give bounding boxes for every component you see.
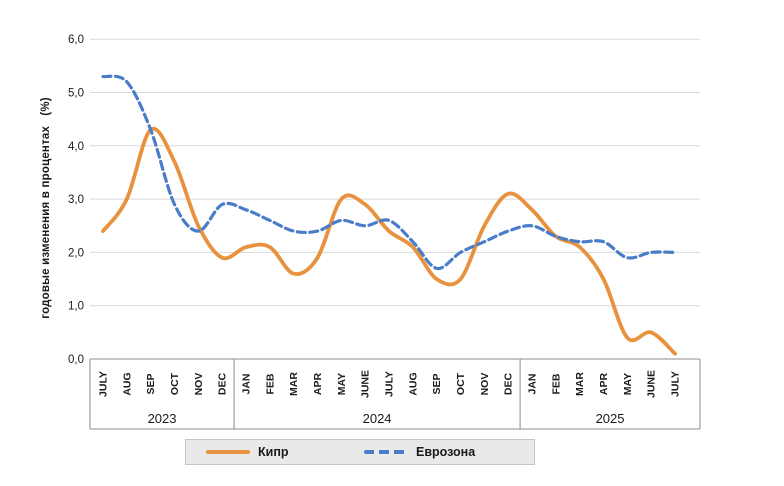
x-month-label: APR [312,372,324,395]
x-year-label: 2024 [363,411,392,426]
y-tick-label: 4,0 [68,141,84,153]
x-year-label: 2025 [596,411,625,426]
x-month-label: JUNE [360,370,372,398]
y-axis-title: годовые изменения в процентах (%) [40,97,52,319]
x-month-label: JULY [98,371,110,397]
cyprus-line-swatch [206,450,250,454]
x-month-label: SEP [145,373,157,394]
x-month-label: DEC [503,372,515,395]
eurozone-line [101,74,677,271]
legend-label-eurozone: Еврозона [416,445,476,459]
chart-legend: Кипр Еврозона [185,439,535,465]
x-month-label: FEB [550,373,562,394]
x-month-label: JULY [384,371,396,397]
x-month-label: AUG [407,372,419,395]
x-month-label: MAY [336,373,348,395]
y-tick-label: 2,0 [68,247,84,259]
x-month-label: JUNE [646,370,658,398]
x-month-label: MAR [288,372,300,396]
x-month-label: OCT [455,372,467,395]
eurozone-dash-swatch [364,450,408,454]
x-month-label: SEP [431,373,443,394]
y-tick-label: 6,0 [68,34,84,46]
x-month-label: MAR [574,372,586,396]
x-year-label: 2023 [148,411,177,426]
x-month-label: AUG [121,372,133,395]
legend-label-cyprus: Кипр [258,445,289,459]
x-month-label: DEC [217,372,229,395]
y-tick-label: 5,0 [68,88,84,100]
cyprus-line [101,126,677,356]
y-tick-label: 1,0 [68,301,84,313]
x-month-label: OCT [169,372,181,395]
legend-item-eurozone: Еврозона [364,440,475,464]
x-month-label: NOV [479,373,491,396]
x-month-label: JULY [670,371,682,397]
x-month-label: JAN [241,373,253,394]
legend-item-cyprus: Кипр [206,440,289,464]
x-month-label: MAY [622,373,634,395]
y-tick-label: 3,0 [68,194,84,206]
x-month-label: NOV [193,373,205,396]
x-month-label: APR [598,372,610,395]
x-month-label: JAN [527,373,539,394]
y-tick-label: 0,0 [68,354,84,366]
x-month-label: FEB [264,373,276,394]
